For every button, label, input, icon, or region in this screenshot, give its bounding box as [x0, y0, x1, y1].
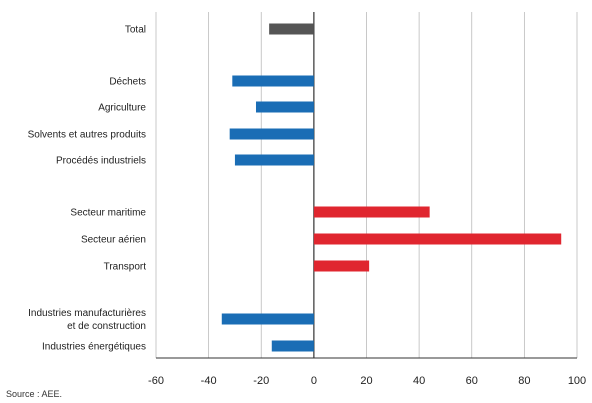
category-label: Agriculture [98, 103, 146, 114]
x-tick-label: 40 [413, 375, 425, 387]
bar [313, 233, 562, 245]
x-tick-label: 100 [568, 375, 586, 387]
bar [232, 75, 314, 87]
bar [255, 101, 314, 113]
bar [313, 260, 370, 272]
bar [271, 340, 314, 352]
bar [269, 23, 314, 35]
bars [221, 23, 562, 352]
source-note: Source : AEE. [6, 389, 63, 399]
x-tick-label: 20 [360, 375, 372, 387]
x-tick-label: 0 [311, 375, 317, 387]
bar [313, 206, 430, 218]
bar [221, 313, 314, 325]
category-label: Industries manufacturières [28, 308, 146, 319]
category-label: Transport [104, 262, 147, 273]
x-tick-label: -20 [253, 375, 269, 387]
x-tick-label: 60 [466, 375, 478, 387]
x-tick-label: 80 [518, 375, 530, 387]
grid-lines [155, 12, 578, 359]
category-label: Solvents et autres produits [28, 130, 146, 141]
category-labels: Total Déchets Agriculture Solvents et autre… [28, 25, 147, 353]
category-label: Procédés industriels [56, 156, 146, 167]
category-label: Industries énergétiques [42, 342, 146, 353]
category-label: Secteur aérien [81, 235, 146, 246]
category-label: Déchets [109, 77, 146, 88]
bar [234, 154, 314, 166]
category-label: Total [125, 25, 146, 36]
x-tick-label: -60 [148, 375, 164, 387]
bar [229, 128, 314, 140]
x-tick-label: -40 [201, 375, 217, 387]
category-label: et de construction [67, 321, 146, 332]
category-label: Secteur maritime [70, 208, 146, 219]
tick-labels: -60 -40 -20 0 20 40 60 80 100 [148, 375, 586, 387]
